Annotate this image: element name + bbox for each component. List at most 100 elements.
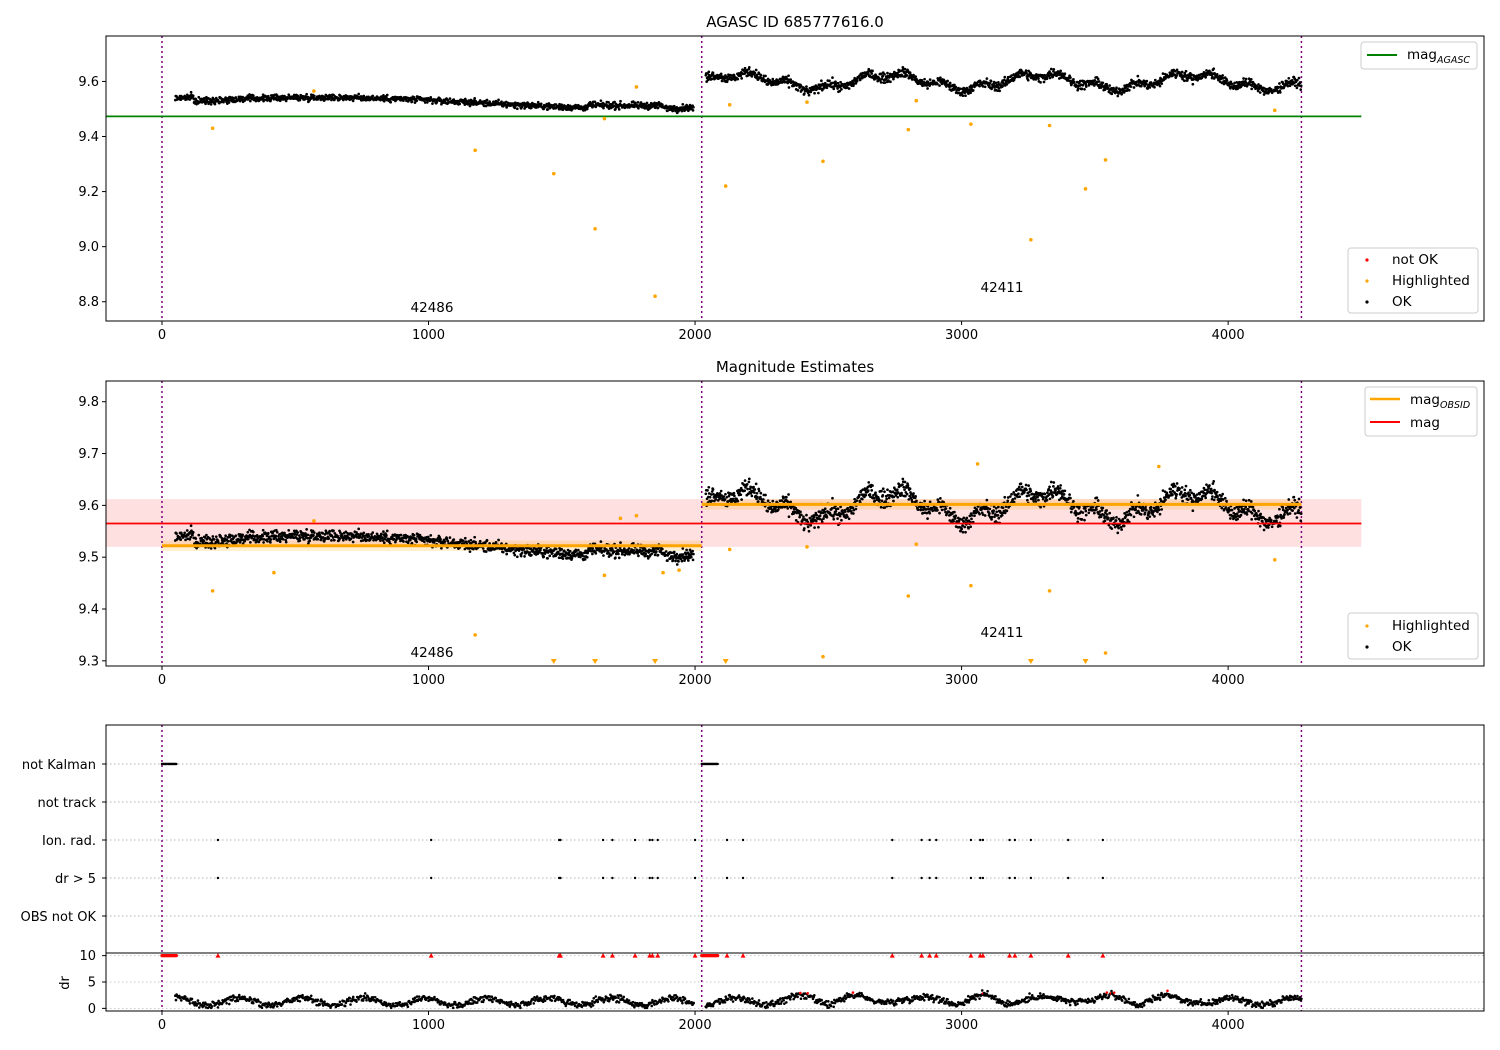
ok-point xyxy=(371,531,375,534)
ok-point xyxy=(1003,75,1007,79)
ok-point xyxy=(998,89,1001,93)
ok-point xyxy=(234,96,238,99)
ok-point xyxy=(591,547,595,550)
ok-point xyxy=(752,485,755,489)
ok-point xyxy=(692,105,695,109)
ok-point xyxy=(852,512,855,515)
ok-point xyxy=(1134,508,1138,512)
ok-point xyxy=(802,527,806,530)
ok-point xyxy=(903,488,906,492)
ok-point xyxy=(983,85,987,89)
ok-point xyxy=(691,558,695,562)
ok-point xyxy=(548,106,552,110)
ok-point xyxy=(251,94,255,98)
ok-point xyxy=(1099,515,1103,519)
ok-point xyxy=(385,533,388,537)
ok-point xyxy=(548,554,552,558)
ok-point xyxy=(813,91,816,95)
ok-point xyxy=(1175,68,1179,72)
ok-point xyxy=(839,80,842,84)
ok-point xyxy=(660,547,664,551)
ok-point xyxy=(298,539,302,542)
ok-point xyxy=(776,508,780,512)
ok-point xyxy=(1110,92,1114,96)
ok-point xyxy=(1005,509,1009,513)
ok-point xyxy=(607,101,610,104)
ok-point xyxy=(928,78,932,81)
ok-point xyxy=(743,479,747,482)
ok-point xyxy=(1084,507,1087,510)
ok-point xyxy=(889,80,892,84)
ok-point xyxy=(1097,80,1101,83)
ok-point xyxy=(1101,81,1105,85)
highlighted-point xyxy=(312,89,316,93)
ok-point xyxy=(1184,69,1188,73)
ok-point xyxy=(876,79,880,83)
ok-point xyxy=(743,66,747,70)
ok-point xyxy=(753,491,756,494)
ok-point xyxy=(923,499,926,503)
highlighted-point xyxy=(723,184,728,188)
ok-point xyxy=(312,531,316,534)
ok-point xyxy=(269,538,273,541)
ok-point xyxy=(468,102,471,106)
ok-point xyxy=(568,104,572,108)
agasc-y-axis: 8.89.09.29.49.6 xyxy=(78,75,106,310)
ok-point xyxy=(241,533,245,537)
ok-point xyxy=(515,555,519,559)
ok-point xyxy=(1191,82,1195,86)
agasc-panel-title: AGASC ID 685777616.0 xyxy=(706,13,884,31)
legend-label-not-ok: not OK xyxy=(1392,252,1439,268)
ok-point xyxy=(750,494,754,498)
ok-point xyxy=(1092,511,1096,515)
ok-point xyxy=(990,518,993,521)
x-tick-label: 0 xyxy=(158,328,166,343)
ok-point xyxy=(886,488,889,492)
ok-point xyxy=(636,101,640,104)
ok-point xyxy=(281,537,285,541)
ok-point xyxy=(497,98,500,102)
ok-point xyxy=(961,94,965,98)
ok-point xyxy=(654,550,658,553)
ok-point xyxy=(851,506,855,510)
highlighted-point xyxy=(602,116,607,121)
ok-point xyxy=(333,538,336,542)
ok-point xyxy=(634,101,637,105)
ok-point xyxy=(963,525,967,529)
ok-point xyxy=(246,530,250,534)
ok-point xyxy=(410,541,414,545)
ok-point xyxy=(914,495,917,498)
ok-point xyxy=(204,102,207,106)
ok-point xyxy=(1034,500,1038,503)
ok-point xyxy=(923,77,926,81)
highlighted-point xyxy=(1272,108,1277,113)
ok-point xyxy=(1078,505,1081,509)
ok-point xyxy=(599,540,603,543)
ok-point xyxy=(722,495,726,499)
ok-point xyxy=(1080,518,1084,521)
ok-point xyxy=(871,484,874,487)
ok-point xyxy=(500,100,503,104)
ok-point xyxy=(989,79,993,83)
ok-point xyxy=(357,527,361,531)
ok-point xyxy=(1105,513,1109,516)
ok-point xyxy=(1158,84,1162,88)
ok-point xyxy=(815,513,819,517)
ok-point xyxy=(458,102,462,106)
ok-point xyxy=(1069,496,1072,500)
ok-point xyxy=(296,94,300,98)
ok-point xyxy=(423,540,426,544)
ok-point xyxy=(831,515,835,518)
highlighted-point xyxy=(1029,237,1033,242)
ok-point xyxy=(1052,67,1056,71)
ok-point xyxy=(429,534,433,537)
agasc-legend-bottom: not OK Highlighted OK xyxy=(1347,247,1479,314)
ok-point xyxy=(332,529,335,533)
ok-point xyxy=(1019,482,1023,486)
agasc-plot-frame xyxy=(105,35,1485,322)
ok-point xyxy=(908,487,912,491)
ok-point xyxy=(539,102,543,106)
ok-point xyxy=(414,537,418,541)
ok-point xyxy=(755,491,759,495)
ok-point xyxy=(936,508,939,512)
